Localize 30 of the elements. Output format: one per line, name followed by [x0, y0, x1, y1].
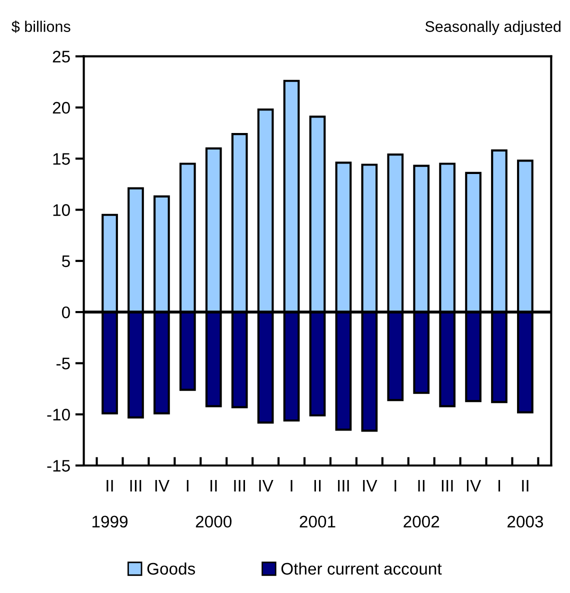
- x-tick-label: I: [290, 480, 292, 492]
- y-tick-label: 15: [53, 153, 70, 165]
- chart-subtitle: Seasonally adjusted: [425, 20, 560, 35]
- y-tick-label: 5: [62, 255, 70, 268]
- y-tick-label: 0: [62, 306, 70, 318]
- x-tick-label: III: [442, 480, 453, 492]
- x-tick-label: IV: [155, 480, 170, 492]
- category-label: II 2001: [300, 480, 336, 528]
- y-tick-label: -15: [47, 460, 70, 472]
- x-tick-label: IV: [363, 480, 378, 492]
- y-tick-label: 25: [52, 50, 70, 63]
- x-tick-label: IV: [259, 480, 274, 492]
- y-tick-label: 10: [53, 204, 70, 216]
- category-label: II 1999: [92, 480, 128, 528]
- x-tick-label: III: [338, 480, 349, 492]
- x-tick-label: I: [498, 480, 500, 492]
- x-tick-label: IV: [466, 480, 482, 492]
- y-tick-label: -5: [56, 358, 70, 370]
- legend-label: Other current account: [281, 562, 442, 575]
- y-tick-label: -10: [47, 408, 70, 421]
- category-label: II 2003: [508, 480, 544, 528]
- y-tick-label: 20: [52, 102, 70, 114]
- legend-label: Goods: [147, 562, 196, 575]
- category-label: II 2002: [404, 480, 440, 528]
- category-label: II 2000: [196, 480, 232, 528]
- x-tick-label: III: [234, 480, 245, 492]
- x-tick-label: I: [394, 480, 396, 492]
- x-tick-label: I: [186, 480, 188, 492]
- y-axis-title: $ billions: [12, 20, 70, 33]
- x-tick-label: III: [130, 480, 142, 492]
